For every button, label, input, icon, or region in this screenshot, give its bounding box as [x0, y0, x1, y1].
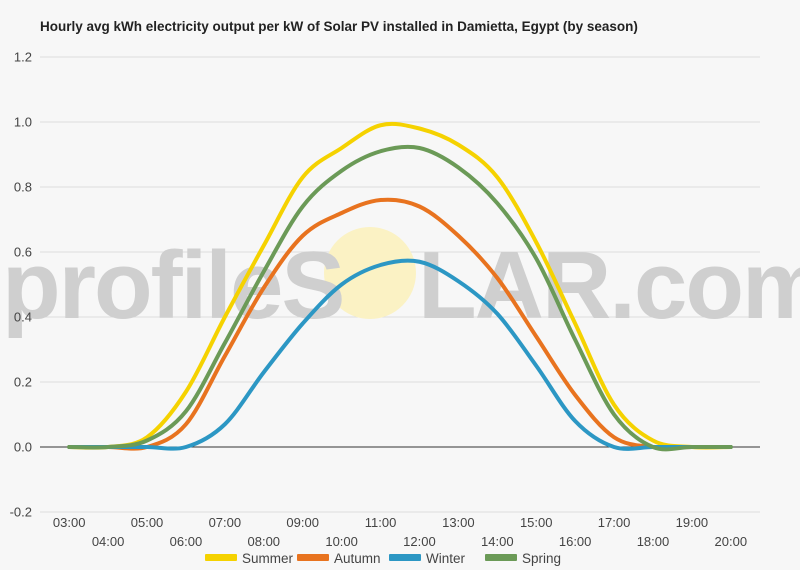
legend-swatch-winter [389, 554, 421, 561]
legend-label-summer: Summer [242, 551, 294, 566]
x-tick-label: 19:00 [676, 515, 709, 530]
y-tick-label: 1.2 [14, 50, 32, 65]
series-layer [67, 121, 733, 452]
series-line-summer [67, 121, 733, 450]
axis-layer: 1.2 1.0 0.8 0.6 0.4 0.2 0.0 -0.2 03:00 04:00 05:00… [10, 50, 760, 549]
y-tick-label: 0.0 [14, 440, 32, 455]
x-tick-label: 15:00 [520, 515, 553, 530]
x-tick-label: 14:00 [481, 534, 514, 549]
x-tick-label: 05:00 [131, 515, 164, 530]
x-tick-label: 07:00 [209, 515, 242, 530]
series-line-autumn [67, 197, 733, 451]
x-tick-label: 18:00 [637, 534, 670, 549]
x-tick-label: 17:00 [598, 515, 631, 530]
legend: Summer Autumn Winter Spring [205, 551, 561, 566]
y-tick-label: 1.0 [14, 115, 32, 130]
watermark: profileS LAR.com [2, 227, 800, 339]
y-tick-label: -0.2 [10, 505, 32, 520]
series-line-winter [67, 258, 733, 451]
x-tick-label: 16:00 [559, 534, 592, 549]
legend-label-spring: Spring [522, 551, 561, 566]
legend-swatch-autumn [297, 554, 329, 561]
y-tick-label: 0.6 [14, 245, 32, 260]
x-tick-label: 13:00 [442, 515, 475, 530]
x-tick-label: 08:00 [248, 534, 281, 549]
legend-swatch-summer [205, 554, 237, 561]
x-tick-label: 06:00 [170, 534, 203, 549]
series-line-spring [67, 144, 733, 452]
x-tick-label: 11:00 [365, 515, 397, 530]
x-tick-label: 10:00 [325, 534, 358, 549]
x-tick-label: 04:00 [92, 534, 125, 549]
y-tick-label: 0.4 [14, 310, 32, 325]
x-tick-label: 03:00 [53, 515, 86, 530]
watermark-sun-icon [324, 227, 416, 319]
y-tick-label: 0.8 [14, 180, 32, 195]
chart-title: Hourly avg kWh electricity output per kW… [40, 19, 638, 34]
watermark-text-right: LAR.com [418, 232, 800, 339]
x-tick-label: 12:00 [403, 534, 436, 549]
x-tick-label: 20:00 [715, 534, 748, 549]
x-tick-label: 09:00 [286, 515, 319, 530]
legend-swatch-spring [485, 554, 517, 561]
legend-label-autumn: Autumn [334, 551, 381, 566]
y-tick-label: 0.2 [14, 375, 32, 390]
legend-label-winter: Winter [426, 551, 466, 566]
